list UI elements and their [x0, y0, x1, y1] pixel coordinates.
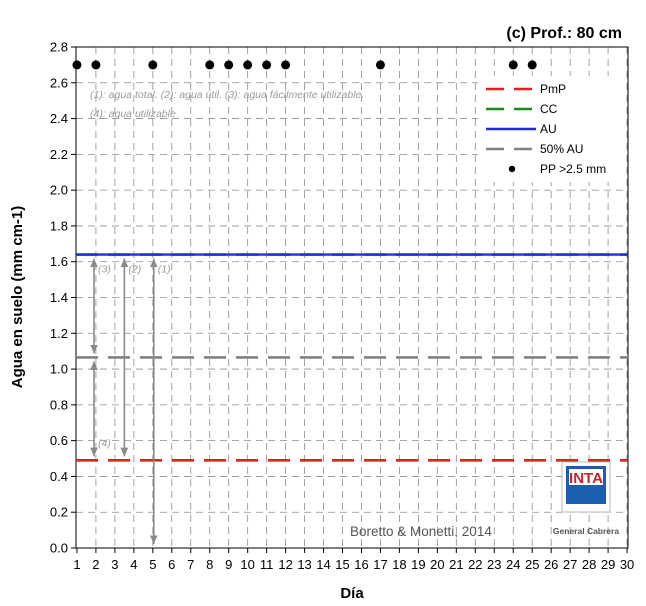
x-tick-label: 11	[260, 557, 274, 572]
x-tick-label: 21	[449, 557, 463, 572]
x-tick-label: 8	[206, 557, 213, 572]
y-axis-ticks: 0.0 0.2 0.4 0.6 0.8 1.0 1.2 1.4 1.6 1.8 2.0 2.2 2.4 2…	[50, 40, 76, 556]
x-tick-label: 12	[278, 557, 292, 572]
y-tick-label: 2.8	[50, 40, 68, 55]
legend: PmP CC AU 50% AU PP >2.5 mm	[478, 76, 626, 182]
x-tick-label: 16	[354, 557, 368, 572]
x-tick-label: 2	[92, 557, 99, 572]
y-tick-label: 1.2	[50, 326, 68, 341]
series-lines	[76, 253, 628, 462]
x-axis-ticks: 1 2 3 4 5 6 7 8 9 10 11 12 13 14 15 16 17 18 19 20 21 22 23 24 2…	[73, 548, 634, 572]
annotation-arrows: (3) (2) (1) (4)	[90, 258, 171, 544]
y-tick-label: 2.0	[50, 183, 68, 198]
annotation-line-2: (4): agua utilizable	[90, 108, 176, 120]
y-tick-label: 0.6	[50, 433, 68, 448]
x-tick-label: 13	[297, 557, 311, 572]
x-tick-label: 26	[544, 557, 558, 572]
x-tick-label: 7	[187, 557, 194, 572]
chart-title: (c) Prof.: 80 cm	[506, 25, 622, 42]
x-tick-label: 22	[468, 557, 482, 572]
y-tick-label: 0.8	[50, 397, 68, 412]
x-tick-label: 15	[335, 557, 349, 572]
arrow-label: (4)	[98, 437, 111, 449]
annotation-line-1: (1): agua total. (2): agua útil. (3): ag…	[90, 89, 364, 101]
pp-marker	[243, 60, 253, 70]
pp-marker	[91, 60, 101, 70]
arrow-label: (2)	[128, 264, 141, 276]
legend-swatch	[508, 165, 516, 173]
y-tick-label: 2.2	[50, 147, 68, 162]
logo-subtitle: General Cabrera	[553, 526, 619, 536]
y-tick-label: 1.6	[50, 254, 68, 269]
x-tick-label: 10	[240, 557, 254, 572]
y-tick-label: 1.4	[50, 290, 68, 305]
logo-brand: INTA	[569, 470, 603, 487]
y-tick-label: 0.4	[50, 469, 68, 484]
arrow-label: (1)	[158, 264, 171, 276]
inta-logo: INTA General Cabrera	[553, 461, 619, 536]
pp-marker	[224, 60, 234, 70]
x-tick-label: 5	[149, 557, 156, 572]
y-tick-label: 1.0	[50, 362, 68, 377]
y-tick-label: 2.6	[50, 75, 68, 90]
y-tick-label: 0.0	[50, 541, 68, 556]
y-tick-label: 2.4	[50, 111, 68, 126]
x-tick-label: 20	[430, 557, 444, 572]
x-tick-label: 30	[620, 557, 634, 572]
x-tick-label: 27	[563, 557, 577, 572]
x-tick-label: 28	[582, 557, 596, 572]
arrow-label: (3)	[98, 264, 111, 276]
x-tick-label: 4	[130, 557, 137, 572]
y-tick-label: 0.2	[50, 505, 68, 520]
x-tick-label: 23	[487, 557, 501, 572]
x-tick-label: 18	[392, 557, 406, 572]
x-tick-label: 19	[411, 557, 425, 572]
x-tick-label: 29	[601, 557, 615, 572]
x-tick-label: 9	[225, 557, 232, 572]
pp-marker	[375, 60, 385, 70]
legend-label: 50% AU	[540, 142, 583, 156]
x-tick-label: 1	[73, 557, 80, 572]
x-tick-label: 3	[111, 557, 118, 572]
pp-marker	[281, 60, 291, 70]
credit-text: Boretto & Monetti, 2014	[350, 524, 492, 539]
y-axis-title: Agua en suelo (mm cm-1)	[9, 206, 26, 389]
pp-marker	[72, 60, 82, 70]
pp-marker	[205, 60, 215, 70]
x-tick-label: 24	[506, 557, 520, 572]
x-tick-label: 17	[373, 557, 387, 572]
legend-label: PmP	[540, 82, 566, 96]
x-tick-label: 14	[316, 557, 330, 572]
pp-marker	[508, 60, 518, 70]
pp-marker	[527, 60, 537, 70]
legend-label: PP >2.5 mm	[540, 162, 606, 176]
x-tick-label: 6	[168, 557, 175, 572]
y-tick-label: 1.8	[50, 218, 68, 233]
legend-label: CC	[540, 102, 558, 116]
x-axis-title: Día	[340, 585, 364, 602]
pp-marker	[262, 60, 272, 70]
pp-marker	[148, 60, 158, 70]
precipitation-markers	[72, 60, 537, 70]
x-tick-label: 25	[525, 557, 539, 572]
legend-label: AU	[540, 122, 557, 136]
